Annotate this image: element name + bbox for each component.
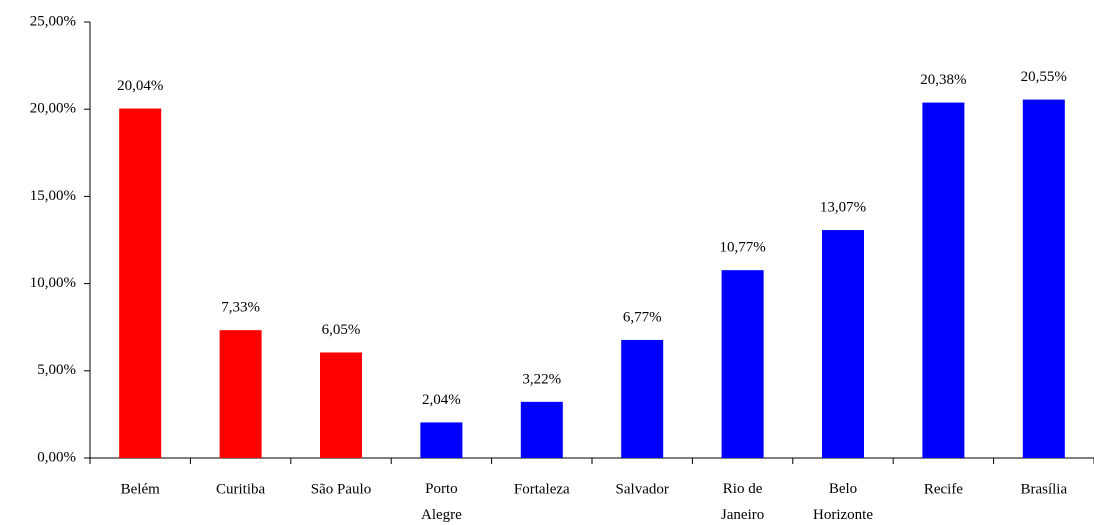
y-tick-label: 25,00% — [30, 13, 76, 29]
x-tick-label: Porto Alegre — [421, 481, 462, 523]
value-label: 6,05% — [322, 322, 361, 338]
value-label: 13,07% — [820, 199, 866, 215]
value-label: 20,55% — [1021, 69, 1067, 85]
bar — [219, 330, 262, 458]
y-tick-label: 0,00% — [37, 449, 76, 465]
x-tick-label: Rio de Janeiro — [721, 481, 764, 523]
y-tick-label: 20,00% — [30, 101, 76, 117]
x-tick-label: Recife — [924, 481, 963, 497]
value-label: 6,77% — [623, 309, 662, 325]
y-tick-label: 10,00% — [30, 275, 76, 291]
x-tick-label: Curitiba — [216, 481, 266, 497]
x-tick-label: Brasília — [1020, 481, 1067, 497]
value-label: 10,77% — [719, 240, 765, 256]
bar — [922, 102, 965, 458]
bar — [420, 422, 463, 458]
value-label: 2,04% — [422, 392, 461, 408]
x-tick-label: São Paulo — [311, 481, 371, 497]
value-label: 7,33% — [221, 300, 260, 316]
x-tick-label: Belo Horizonte — [813, 481, 873, 523]
bar — [822, 230, 864, 458]
value-label: 20,38% — [920, 72, 966, 88]
x-tick-label: Fortaleza — [514, 481, 570, 497]
value-label: 3,22% — [522, 371, 561, 387]
y-tick-label: 5,00% — [37, 362, 76, 378]
bar — [520, 401, 563, 458]
bar — [119, 108, 162, 458]
x-tick-label: Salvador — [616, 481, 669, 497]
bar — [721, 270, 764, 458]
value-label: 20,04% — [117, 78, 163, 94]
y-tick-label: 15,00% — [30, 188, 76, 204]
x-tick-label: Belém — [121, 481, 160, 497]
bar — [320, 352, 362, 458]
bar — [621, 339, 664, 458]
bar — [1022, 99, 1065, 458]
